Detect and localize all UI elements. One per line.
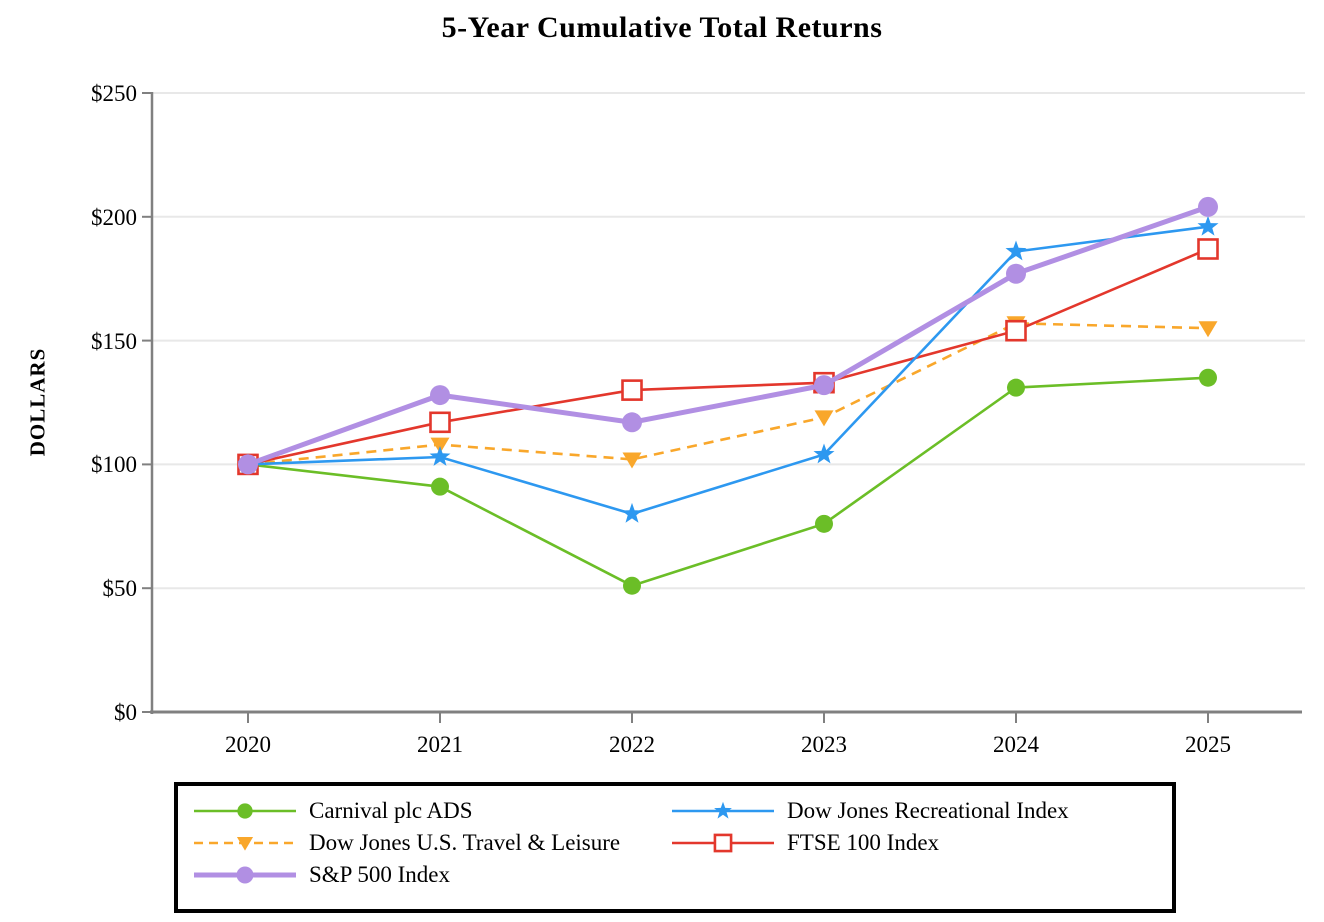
- legend-item: Carnival plc ADS: [192, 796, 670, 826]
- legend-swatch-dow-jones-recreational-index: [672, 801, 774, 819]
- circle-marker: [623, 576, 641, 595]
- triangle-down-marker: [814, 410, 834, 427]
- legend-item: FTSE 100 Index: [670, 828, 1172, 858]
- square-open-marker: [621, 379, 643, 401]
- circle-marker: [431, 477, 449, 496]
- series-line: [247, 204, 1209, 467]
- legend-item: S&P 500 Index: [192, 860, 670, 890]
- legend-label: S&P 500 Index: [309, 862, 450, 887]
- series-layer: [237, 196, 1219, 595]
- circle-marker: [814, 375, 834, 396]
- circle-marker: [1007, 378, 1025, 397]
- chart-title: 5-Year Cumulative Total Returns: [441, 11, 883, 44]
- x-tick-label: 2025: [1185, 732, 1231, 757]
- legend-label: Dow Jones Recreational Index: [787, 798, 1069, 823]
- legend-item: Dow Jones U.S. Travel & Leisure: [192, 828, 670, 858]
- gridlines: [152, 92, 1305, 590]
- legend-label: Dow Jones U.S. Travel & Leisure: [309, 830, 621, 855]
- legend: Carnival plc ADS Dow Jones Recreational …: [174, 782, 1176, 913]
- square-open-marker: [713, 833, 733, 853]
- series-line: [247, 225, 1209, 516]
- circle-marker: [238, 454, 258, 475]
- legend-label: Carnival plc ADS: [309, 798, 473, 823]
- legend-swatch-carnival-plc-ads: [194, 803, 296, 819]
- circle-marker: [1006, 263, 1026, 284]
- y-tick-label: $150: [91, 329, 137, 354]
- x-tick-label: 2020: [225, 732, 271, 757]
- triangle-down-marker: [236, 837, 254, 851]
- x-tick-label: 2022: [609, 732, 655, 757]
- legend-item: Dow Jones Recreational Index: [670, 796, 1172, 826]
- y-tick-label: $250: [91, 81, 137, 106]
- square-open-marker: [429, 411, 451, 434]
- legend-swatch-ftse-100-index: [672, 833, 774, 853]
- circle-marker: [236, 866, 254, 884]
- x-tick-label: 2021: [417, 732, 463, 757]
- circle-marker: [1199, 368, 1217, 387]
- y-tick-label: $200: [91, 205, 137, 230]
- series-line: [247, 321, 1209, 466]
- circle-marker: [430, 385, 450, 406]
- circle-marker: [237, 803, 253, 819]
- star-marker: [813, 443, 835, 464]
- legend-swatch-sp-500-index: [194, 866, 296, 884]
- legend-swatch-dow-jones-us-travel-leisure: [194, 837, 296, 851]
- star-marker: [429, 446, 451, 466]
- y-tick-label: $50: [103, 576, 138, 601]
- x-tick-label: 2024: [993, 732, 1040, 757]
- axis-ticks: [142, 92, 1209, 723]
- star-marker: [1005, 240, 1027, 261]
- circle-marker: [622, 412, 642, 433]
- series-line: [247, 376, 1209, 588]
- x-tick-label: 2023: [801, 732, 847, 757]
- star-marker: [1197, 215, 1219, 236]
- triangle-down-marker: [430, 437, 450, 454]
- star-marker: [621, 502, 643, 523]
- square-open-marker: [1197, 238, 1219, 260]
- square-open-marker: [1005, 319, 1027, 342]
- y-tick-label: $100: [91, 452, 137, 477]
- triangle-down-marker: [622, 452, 642, 469]
- legend-label: FTSE 100 Index: [787, 830, 940, 855]
- circle-marker: [1198, 196, 1218, 217]
- series-line: [247, 247, 1209, 466]
- circle-marker: [815, 514, 833, 533]
- y-tick-label: $0: [114, 700, 137, 725]
- star-marker: [714, 801, 732, 819]
- chart-plot-area: $250 $200 $150 $100 $50 $0 2020 2021 202…: [91, 81, 1305, 757]
- triangle-down-marker: [1198, 321, 1218, 338]
